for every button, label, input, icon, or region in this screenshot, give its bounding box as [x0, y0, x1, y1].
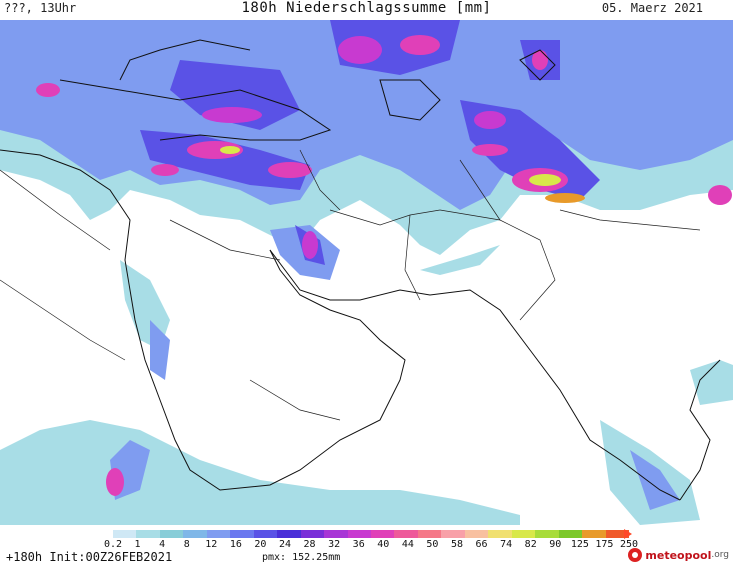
scale-swatch	[488, 530, 512, 538]
scale-swatch	[441, 530, 465, 538]
coastlines	[0, 39, 721, 501]
scale-tick-label: 4	[159, 539, 166, 550]
scale-tick-label: 8	[183, 539, 190, 550]
scale-tick-label: 12	[205, 539, 218, 550]
scale-swatch	[558, 530, 583, 538]
scale-tick-label: 40	[377, 539, 390, 550]
country-borders	[0, 149, 701, 421]
precip-intense-cores	[36, 35, 732, 496]
logo-tld: .org	[711, 550, 729, 560]
scale-tick-label: 58	[450, 539, 464, 550]
map-title: 180h Niederschlagssumme [mm]	[241, 0, 492, 16]
scale-tick-label: 32	[328, 539, 341, 550]
scale-tick-label: 175	[595, 539, 614, 550]
scale-swatch	[605, 530, 629, 538]
scale-tick-label: 24	[278, 539, 292, 550]
scale-swatch	[582, 530, 606, 538]
scale-swatch	[370, 530, 395, 538]
scale-swatch	[347, 530, 371, 538]
scale-swatch	[417, 530, 442, 538]
logo-icon	[628, 548, 643, 562]
logo-name: meteopool	[645, 548, 712, 562]
max-precip-label: pmx: 152.25mm	[262, 552, 341, 563]
scale-ticks: 0.2 1 4 8 12 16 20 24 28 32 36 40 44 50 58 66 74 82 90 125 1…	[104, 539, 638, 551]
precipitation-map	[0, 20, 733, 525]
scale-swatch	[511, 530, 536, 538]
scale-swatch	[183, 530, 207, 538]
logo[interactable]: meteopool .org	[628, 546, 729, 564]
scale-arrow-icon	[624, 529, 632, 539]
scale-tick-label: 16	[229, 539, 242, 550]
scale-tick-label: 82	[524, 539, 537, 550]
scale-tick-label: 74	[500, 539, 513, 550]
scale-tick-label: 36	[352, 539, 365, 550]
scale-tick-label: 50	[426, 539, 439, 550]
scale-swatch	[464, 530, 489, 538]
scale-tick-label: 90	[549, 539, 562, 550]
init-label: +180h Init:00Z26FEB2021	[6, 550, 173, 564]
scale-tick-label: 66	[475, 539, 488, 550]
header-bar: ???, 13Uhr 180h Niederschlagssumme [mm] …	[0, 0, 733, 20]
scale-tick-label: 44	[401, 539, 414, 550]
scale-swatch	[394, 530, 418, 538]
scale-tick-label: 125	[570, 539, 589, 550]
scale-swatch	[535, 530, 559, 538]
scale-swatch	[230, 530, 254, 538]
scale-swatch	[324, 530, 348, 538]
scale-swatch	[113, 530, 137, 538]
scale-swatch	[136, 530, 160, 538]
color-scale-bar	[113, 530, 629, 538]
scale-swatch	[206, 530, 231, 538]
scale-tick-label: 250	[619, 539, 639, 550]
scale-swatch	[159, 530, 184, 538]
valid-date-label: 05. Maerz 2021	[601, 1, 703, 15]
legend: 0.2 1 4 8 12 16 20 24 28 32 36 40 44 50 58 66 74 82 90 125 1…	[0, 528, 733, 566]
scale-tick-label: 20	[254, 539, 267, 550]
scale-tick-label: 0.2	[103, 539, 123, 550]
scale-swatch	[300, 530, 325, 538]
scale-swatch	[277, 530, 301, 538]
scale-tick-label: 28	[303, 539, 316, 550]
scale-tick-label: 1	[134, 539, 141, 550]
scale-swatch	[253, 530, 278, 538]
valid-time-label: ???, 13Uhr	[4, 1, 77, 15]
